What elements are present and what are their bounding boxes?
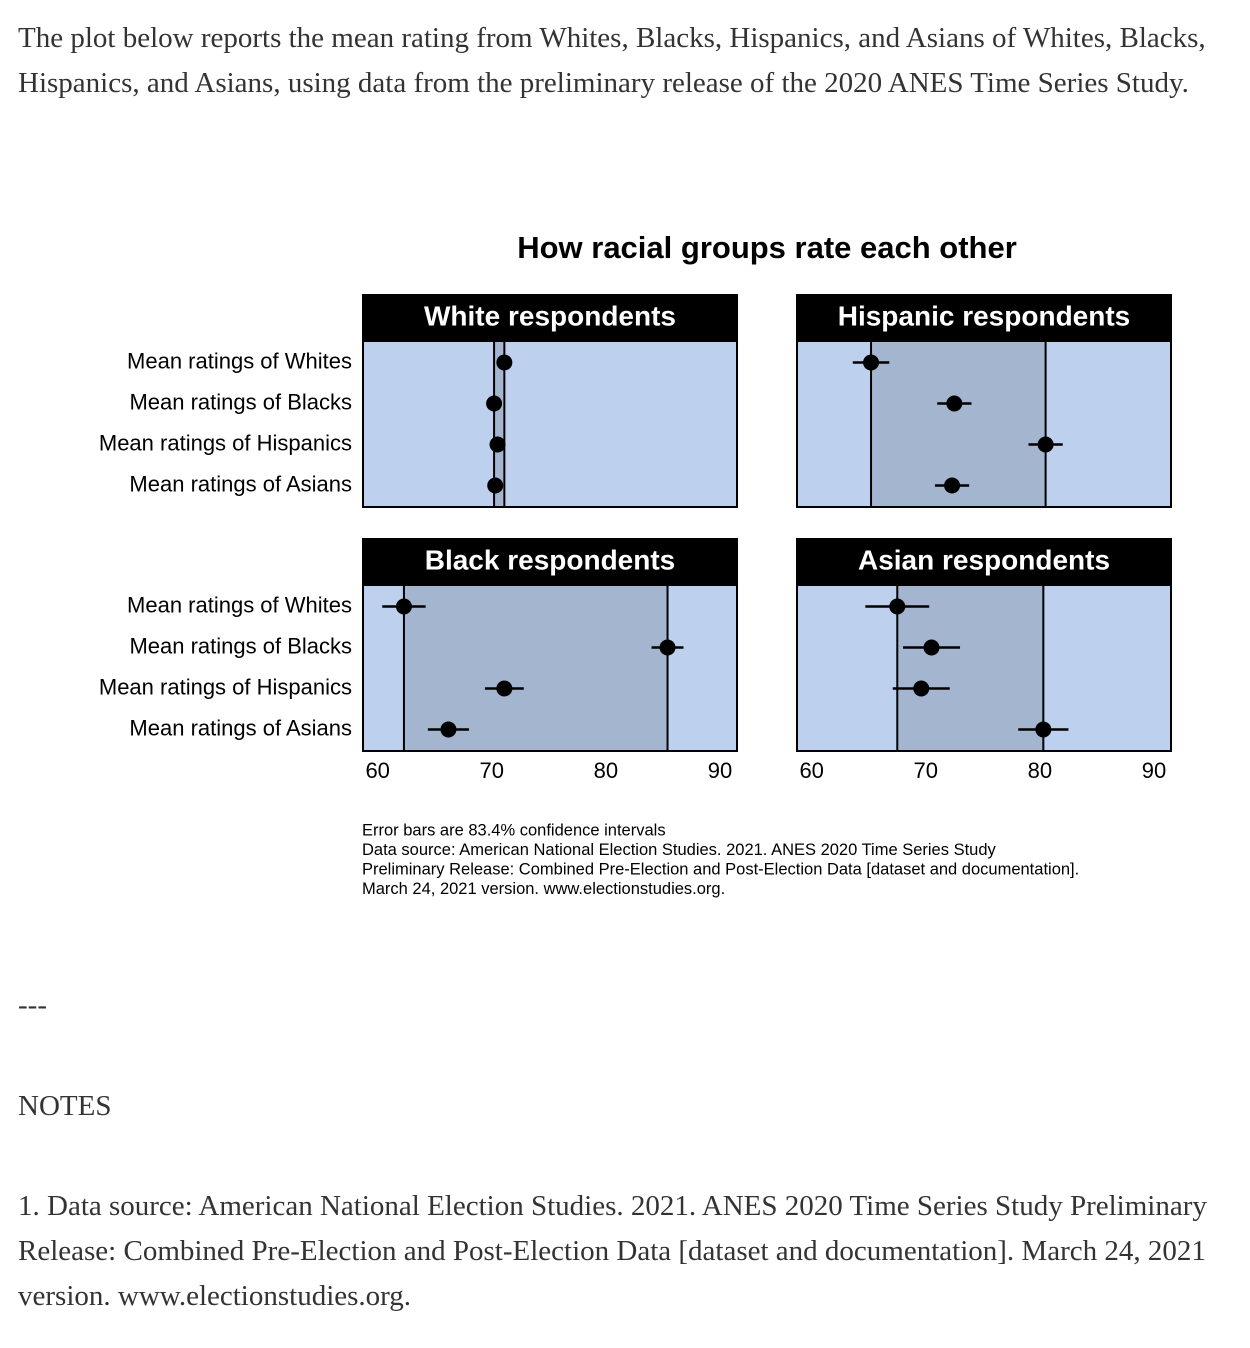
caption-line: Preliminary Release: Combined Pre-Electi… [362,860,1079,878]
row-label: Mean ratings of Whites [127,592,352,617]
x-tick-label: 60 [799,758,823,783]
point [486,395,503,412]
row-label: Mean ratings of Asians [129,715,352,740]
point [946,395,963,412]
range-band [871,342,1046,506]
point [913,680,930,697]
row-label: Mean ratings of Whites [127,348,352,373]
row-label: Mean ratings of Blacks [129,633,352,658]
panel-title: Black respondents [425,544,676,575]
point [659,639,676,656]
panel-header [362,538,738,585]
caption-line: Data source: American National Election … [362,841,997,859]
panel-header [796,538,1172,585]
point [489,436,506,453]
point [496,354,513,371]
point [863,354,880,371]
note: 1. Data source: American National Electi… [18,1190,1207,1312]
x-tick-label: 60 [365,758,389,783]
x-tick-label: 80 [1028,758,1052,783]
panel-title: Hispanic respondents [838,300,1131,331]
chart: How racial groups rate each other White … [99,230,1172,898]
row-label: Mean ratings of Asians [129,471,352,496]
panel-title: White respondents [424,300,676,331]
caption-line: Error bars are 83.4% confidence interval… [362,821,666,839]
point [496,680,513,697]
notes-heading: NOTES [18,1090,112,1122]
point [1035,721,1052,738]
x-tick-label: 90 [708,758,732,783]
caption-line: March 24, 2021 version. www.electionstud… [362,880,725,898]
point [395,598,412,615]
point [923,639,940,656]
point [440,721,457,738]
point [944,477,961,494]
range-band [494,342,505,506]
range-band [897,586,1044,750]
figure-title: How racial groups rate each other [517,230,1017,265]
x-tick-label: 70 [914,758,938,783]
x-tick-label: 70 [480,758,504,783]
intro: The plot below reports the mean rating f… [18,22,1206,99]
row-label: Mean ratings of Blacks [129,389,352,414]
panel-header [362,294,738,341]
row-label: Mean ratings of Hispanics [99,430,352,455]
x-tick-label: 80 [594,758,618,783]
point [487,477,504,494]
plot-area [362,340,738,508]
point [889,598,906,615]
separator: --- [18,989,47,1021]
panel-title: Asian respondents [858,544,1110,575]
row-label: Mean ratings of Hispanics [99,674,352,699]
panel-header [796,294,1172,341]
point [1037,436,1054,453]
x-tick-label: 90 [1142,758,1166,783]
